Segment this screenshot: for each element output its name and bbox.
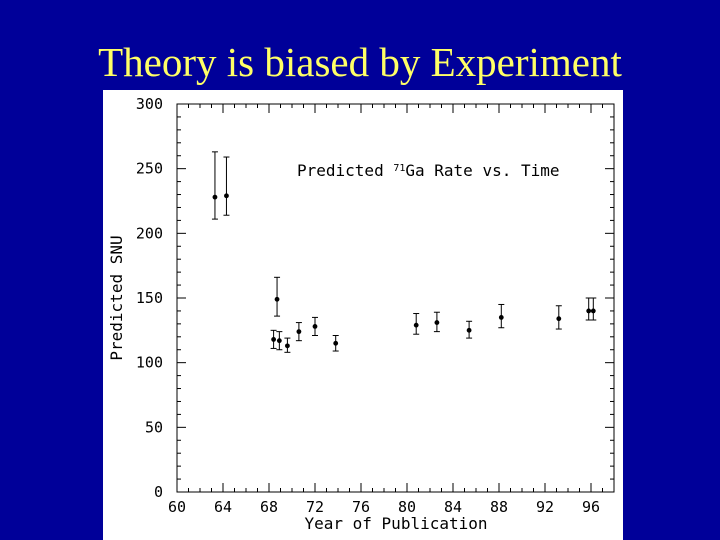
data-point: [434, 320, 440, 325]
x-tick-label: 68: [260, 498, 278, 516]
chart-svg: 60 64 68 72 76 80 84 88 92 96 050100150200250300 …: [107, 95, 615, 533]
annotation-prefix: Predicted: [297, 161, 393, 180]
data-point: [413, 322, 419, 328]
x-tick-label: 88: [490, 498, 508, 516]
y-tick-label: 0: [154, 483, 163, 501]
y-tick-label: 250: [136, 160, 163, 178]
x-axis-ticks: 60 64 68 72 76 80 84 88 92 96: [168, 104, 603, 516]
data-point: [285, 343, 290, 349]
data-point: [224, 193, 229, 199]
y-tick-label: 300: [136, 95, 163, 113]
data-point: [586, 308, 592, 314]
x-tick-label: 72: [306, 498, 324, 516]
x-tick-label: 84: [444, 498, 462, 516]
x-tick-label: 60: [168, 498, 186, 516]
y-tick-label: 150: [136, 289, 163, 307]
y-tick-label: 100: [136, 354, 163, 372]
data-point: [212, 194, 218, 200]
x-tick-label: 96: [582, 498, 600, 516]
x-tick-label: 76: [352, 498, 370, 516]
y-axis-label: Predicted SNU: [107, 235, 126, 360]
data-point: [296, 329, 302, 335]
data-point: [276, 338, 282, 344]
annotation-superscript: 71: [393, 163, 405, 174]
y-tick-label: 200: [136, 224, 163, 242]
data-point: [498, 315, 504, 320]
data-point: [312, 324, 318, 329]
x-tick-label: 80: [398, 498, 416, 516]
annotation-suffix: Ga Rate vs. Time: [405, 161, 559, 180]
data-point: [466, 327, 472, 333]
data-point: [274, 296, 280, 302]
y-tick-label: 50: [145, 418, 163, 436]
data-point: [556, 316, 562, 322]
x-tick-label: 92: [536, 498, 554, 516]
y-axis-ticks: 0 50 100 150 200 250 300: [136, 95, 614, 501]
data-point: [590, 308, 596, 314]
chart-panel: 60 64 68 72 76 80 84 88 92 96 0 50 100 150 200 250 300 …: [103, 90, 623, 540]
slide-title: Theory is biased by Experiment: [98, 39, 622, 85]
x-axis-label: Year of Publication: [304, 514, 487, 533]
data-point: [333, 340, 339, 346]
chart-annotation: Predicted 71Ga Rate vs. Time: [297, 161, 560, 180]
data-point: [271, 336, 276, 342]
x-tick-label: 64: [214, 498, 232, 516]
data-points: [211, 151, 597, 353]
